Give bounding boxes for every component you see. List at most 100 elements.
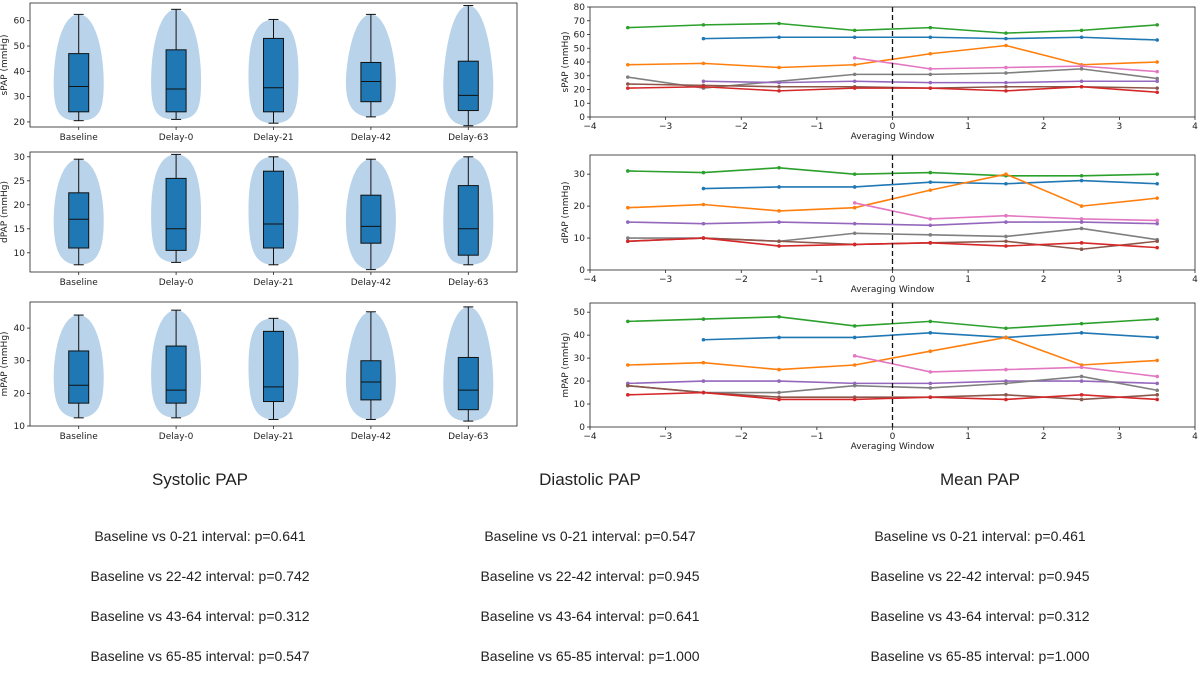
series-point: [1079, 331, 1084, 335]
series-point: [1155, 79, 1159, 84]
series-point: [928, 395, 933, 399]
box-iqr: [457, 185, 479, 256]
series-point: [1004, 181, 1008, 186]
series-point: [701, 317, 706, 321]
series-point: [1079, 217, 1084, 221]
series-point: [928, 331, 933, 335]
series-point: [626, 383, 630, 388]
series-point: [777, 89, 781, 93]
series-line: [627, 391, 1158, 401]
x-tick-label: 0: [890, 275, 896, 285]
series-point: [626, 75, 630, 79]
series-point: [777, 390, 781, 395]
axes-frame: [589, 154, 1196, 271]
y-tick-label: 20: [14, 118, 26, 128]
series-point: [1004, 36, 1008, 41]
series-point: [1155, 221, 1159, 226]
series-point: [1004, 43, 1008, 48]
series-point: [701, 23, 706, 27]
series-point: [1155, 397, 1159, 402]
stats-title: Systolic PAP: [151, 470, 249, 489]
series-point: [1079, 374, 1084, 379]
axes-frame: [589, 302, 1196, 428]
series-point: [1079, 393, 1084, 397]
series-point: [852, 221, 857, 226]
box-iqr: [68, 192, 90, 249]
series-point: [1004, 239, 1008, 244]
series-point: [1004, 326, 1008, 331]
y-tick-label: 80: [574, 3, 586, 13]
series-point: [701, 36, 706, 41]
series-point: [777, 185, 781, 189]
series-point: [1004, 234, 1008, 239]
series-line: [854, 202, 1158, 222]
x-tick-label: Delay-21: [253, 278, 293, 288]
stats-row: Baseline vs 65-85 interval: p=1.000: [480, 648, 700, 664]
series-point: [928, 67, 933, 71]
x-tick-label: −3: [659, 122, 672, 132]
x-tick-label: Delay-63: [448, 133, 488, 143]
axes-frame: [29, 301, 518, 427]
series-point: [1004, 335, 1008, 340]
x-tick-label: −4: [583, 122, 597, 132]
stats-row: Baseline vs 65-85 interval: p=1.000: [870, 648, 1090, 664]
series-point: [1079, 67, 1084, 71]
x-tick-label: 1: [965, 275, 971, 285]
series-point: [777, 84, 781, 89]
x-tick-label: Delay-42: [351, 432, 391, 442]
series-point: [777, 65, 781, 70]
x-tick-label: Delay-63: [448, 432, 488, 442]
y-tick-label: 20: [574, 377, 586, 387]
x-tick-label: −2: [735, 122, 748, 132]
series-point: [852, 354, 857, 358]
series-point: [928, 381, 933, 386]
y-tick-label: 60: [14, 17, 26, 27]
box-iqr: [360, 194, 382, 244]
series-point: [852, 335, 857, 340]
stats-row: Baseline vs 43-64 interval: p=0.312: [90, 608, 310, 624]
series-point: [1079, 64, 1084, 68]
series-point: [701, 61, 706, 66]
series-point: [928, 217, 933, 221]
y-tick-label: 40: [574, 58, 586, 68]
x-tick-label: 0: [890, 432, 896, 442]
series-point: [626, 236, 630, 240]
series-point: [1155, 76, 1159, 81]
x-tick-label: −1: [810, 275, 823, 285]
series-point: [701, 390, 706, 395]
violin-panel: Baseline Delay-0 Delay-21 Delay-42 Delay-63 1…: [0, 301, 518, 442]
series-point: [626, 319, 630, 324]
x-tick-label: 4: [1192, 432, 1198, 442]
y-tick-label: 0: [579, 113, 585, 123]
series-point: [777, 335, 781, 340]
stats-row: Baseline vs 0-21 interval: p=0.641: [94, 528, 306, 544]
series-point: [1155, 196, 1159, 200]
series-point: [626, 86, 630, 90]
stats-row: Baseline vs 0-21 interval: p=0.547: [484, 528, 696, 544]
series-point: [1155, 245, 1159, 250]
series-point: [1079, 241, 1084, 245]
series-point: [701, 79, 706, 84]
series-point: [928, 386, 933, 390]
series-point: [928, 349, 933, 354]
figure-canvas: Baseline Delay-0 Delay-21 Delay-42 Delay-63 2…: [0, 2, 1198, 452]
y-tick-label: 10: [574, 99, 586, 109]
series-point: [1079, 226, 1084, 231]
series-point: [1079, 220, 1084, 224]
series-point: [777, 21, 781, 26]
box-iqr: [68, 53, 90, 113]
y-tick-label: 70: [574, 17, 586, 27]
x-tick-label: 2: [1041, 275, 1047, 285]
series-point: [777, 209, 781, 213]
y-tick-label: 20: [574, 86, 586, 96]
series-point: [777, 314, 781, 319]
series-point: [626, 205, 630, 210]
y-tick-label: 30: [574, 72, 586, 82]
series-point: [1155, 393, 1159, 397]
series-point: [1079, 379, 1084, 383]
y-tick-label: 20: [14, 201, 26, 211]
stats-row: Baseline vs 22-42 interval: p=0.742: [90, 568, 310, 584]
y-tick-label: 10: [14, 422, 26, 432]
stats-row: Baseline vs 43-64 interval: p=0.312: [870, 608, 1090, 624]
series-point: [852, 62, 857, 67]
